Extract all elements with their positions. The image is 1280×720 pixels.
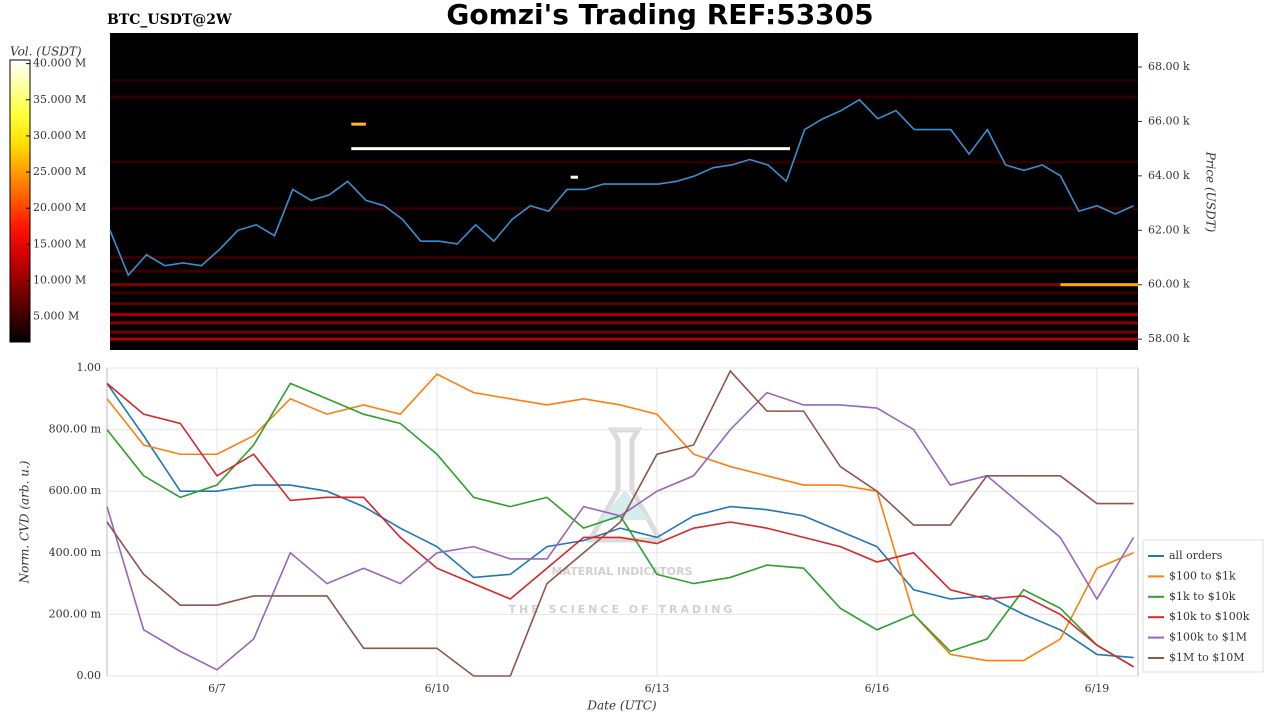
legend [1142, 539, 1264, 673]
cvd-line [106, 382, 1135, 668]
volume-level [1060, 283, 1138, 287]
x-tick-label: 6/16 [865, 682, 890, 695]
cvd-line [106, 391, 1135, 671]
volume-level [570, 175, 578, 179]
heatmap-bg [110, 33, 1138, 350]
y-tick-label: 200.00 m [49, 607, 102, 620]
volume-level [110, 313, 1138, 317]
colorbar-tick-label: 25.000 M [33, 165, 86, 178]
volume-level [110, 255, 1138, 259]
volume-level [110, 160, 1138, 164]
colorbar-tick-label: 20.000 M [33, 201, 86, 214]
colorbar-tick-label: 15.000 M [33, 237, 86, 250]
price-line [109, 98, 1134, 277]
volume-level [110, 269, 1138, 273]
watermark-title: MATERIAL INDICATORS [551, 565, 692, 578]
volume-level [110, 79, 1138, 83]
volume-level [110, 337, 1138, 341]
plot-area [106, 367, 1139, 677]
legend-label: $100 to $1k [1169, 569, 1236, 582]
legend-label: $10k to $100k [1169, 610, 1250, 623]
volume-level [110, 283, 1138, 287]
x-tick-label: 6/7 [208, 682, 226, 695]
y-axis-label: Norm. CVD (arb. u.) [18, 460, 32, 584]
legend-label: all orders [1169, 549, 1223, 562]
x-tick-label: 6/19 [1085, 682, 1110, 695]
x-axis-label: Date (UTC) [586, 699, 656, 713]
volume-level [110, 291, 1138, 295]
y-tick-label: 600.00 m [49, 484, 102, 497]
volume-level [351, 147, 790, 151]
volume-level [110, 330, 1138, 334]
y-tick-label: 60.00 k [1148, 278, 1190, 291]
colorbar-tick-label: 5.000 M [33, 310, 79, 323]
x-tick-label: 6/13 [645, 682, 670, 695]
watermark-icon [585, 427, 665, 543]
y-tick-label: 58.00 k [1148, 332, 1190, 345]
cvd-line [106, 373, 1134, 662]
colorbar-tick-label: 35.000 M [33, 93, 86, 106]
colorbar-tick-label: 40.000 M [33, 57, 86, 70]
y-tick-label: 800.00 m [49, 423, 102, 436]
watermark-subtitle: THE SCIENCE OF TRADING [509, 603, 736, 616]
volume-level [351, 122, 366, 126]
legend-label: $100k to $1M [1169, 631, 1247, 644]
volume-level [110, 95, 1138, 99]
colorbar [9, 59, 31, 343]
y-tick-label: 68.00 k [1148, 60, 1190, 73]
legend-label: $1k to $10k [1169, 590, 1236, 603]
subtitle: BTC_USDT@2W [107, 12, 232, 28]
volume-level [110, 207, 1138, 211]
y-tick-label: 400.00 m [49, 546, 102, 559]
legend-label: $1M to $10M [1169, 651, 1245, 664]
chart-title: Gomzi's Trading REF:53305 [446, 0, 873, 31]
colorbar-tick-label: 30.000 M [33, 129, 86, 142]
cvd-line [106, 369, 1134, 677]
y-tick-label: 1.00 [77, 361, 102, 374]
colorbar-tick-label: 10.000 M [33, 274, 86, 287]
volume-level [110, 321, 1138, 325]
y-tick-label: 62.00 k [1148, 223, 1190, 236]
x-tick-label: 6/10 [425, 682, 450, 695]
y-axis-label: Price (USDT) [1204, 151, 1218, 233]
volume-level [110, 302, 1138, 306]
y-tick-label: 64.00 k [1148, 169, 1190, 182]
y-tick-label: 0.00 [77, 669, 102, 682]
y-tick-label: 66.00 k [1148, 114, 1190, 127]
colorbar-label: Vol. (USDT) [10, 45, 82, 59]
